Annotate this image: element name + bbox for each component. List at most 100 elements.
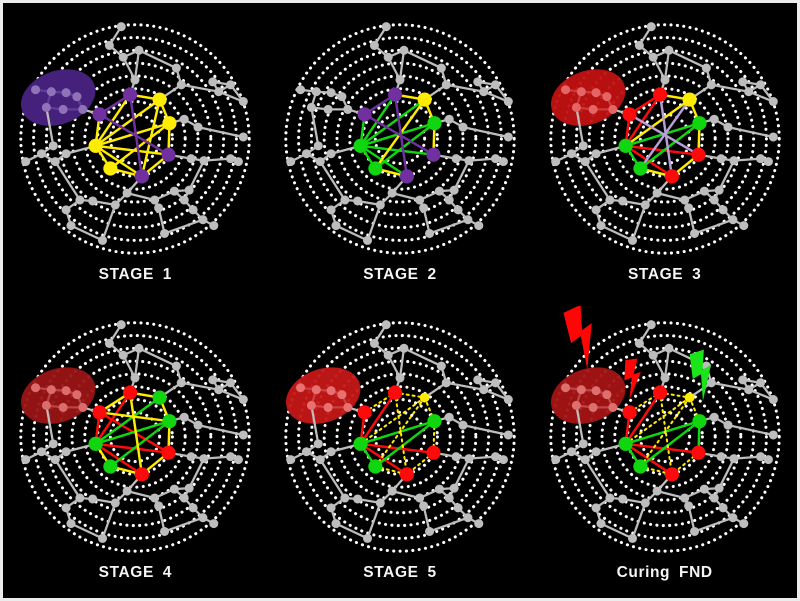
base-node <box>627 533 637 543</box>
cluster-node-tr <box>419 392 430 402</box>
base-edge <box>717 160 735 191</box>
cluster-node-bot <box>399 169 414 184</box>
base-node <box>111 497 121 507</box>
base-node <box>214 384 224 394</box>
base-node <box>199 453 209 463</box>
failure-region-ellipse <box>21 69 96 126</box>
base-node <box>323 402 333 412</box>
base-node <box>490 377 501 387</box>
base-edge <box>446 83 484 93</box>
base-edge <box>600 224 633 242</box>
base-node <box>664 343 674 353</box>
cluster-edge <box>374 419 436 467</box>
cluster-node-bl <box>632 161 648 176</box>
dotted-ring <box>83 87 188 191</box>
base-node <box>743 384 753 394</box>
base-edge <box>429 218 469 235</box>
cluster-edge <box>360 144 434 156</box>
base-node <box>326 385 336 395</box>
network-diagram <box>284 22 516 255</box>
base-node <box>51 157 61 167</box>
base-node <box>436 63 446 73</box>
base-node <box>607 104 618 114</box>
base-node <box>399 45 409 55</box>
base-node <box>88 196 98 206</box>
cluster-node-hub <box>88 436 104 451</box>
dotted-ring <box>612 87 717 191</box>
base-node <box>98 235 108 245</box>
base-node <box>634 338 644 348</box>
cluster-edge <box>129 391 144 475</box>
base-node <box>47 87 57 97</box>
base-node <box>326 502 336 512</box>
base-node <box>226 377 236 387</box>
base-node <box>42 400 52 410</box>
base-node <box>646 22 656 32</box>
base-node <box>718 205 728 215</box>
base-node <box>591 446 601 456</box>
dotted-ring <box>32 36 239 242</box>
base-node <box>474 518 484 528</box>
stage-label: STAGE 4 <box>98 563 173 581</box>
cluster-edge <box>658 391 673 475</box>
base-edge <box>631 204 647 241</box>
base-node <box>130 372 140 382</box>
base-node <box>415 492 425 503</box>
base-node <box>184 483 195 493</box>
base-node <box>209 221 219 231</box>
base-node <box>591 149 601 159</box>
cluster-edge <box>625 144 699 156</box>
dotted-ring <box>70 74 200 204</box>
base-node <box>580 157 590 167</box>
base-edge <box>366 204 382 241</box>
base-node <box>728 215 738 225</box>
base-edge <box>127 489 156 499</box>
base-edge <box>45 107 55 147</box>
base-node <box>311 87 321 97</box>
cluster-node-left <box>622 404 637 419</box>
panel-stage-4: STAGE 4 <box>3 301 268 599</box>
base-edge <box>164 218 204 235</box>
base-node <box>634 40 644 50</box>
base-node <box>61 205 71 215</box>
base-edge <box>727 126 774 139</box>
base-node <box>362 235 373 245</box>
base-node <box>652 486 662 496</box>
base-node <box>503 394 513 404</box>
base-edge <box>663 347 670 378</box>
base-node <box>61 385 71 395</box>
base-node <box>706 377 716 387</box>
base-node <box>193 122 203 132</box>
base-node <box>375 497 385 507</box>
base-node <box>88 493 98 504</box>
base-edge <box>127 192 156 202</box>
dotted-ring <box>109 112 162 166</box>
base-node <box>208 77 218 87</box>
base-node <box>180 412 190 422</box>
base-node <box>490 451 501 461</box>
network-diagram <box>548 22 781 255</box>
failure-region-ellipse <box>550 366 626 424</box>
base-edge <box>198 423 244 436</box>
base-node <box>49 438 59 448</box>
base-node <box>150 195 160 205</box>
base-node <box>451 154 461 164</box>
dotted-ring <box>600 371 730 501</box>
cluster-edge <box>359 98 426 147</box>
figure-grid: STAGE 1 STAGE 2 STAGE 3 STAGE 4 STAGE 5 … <box>3 3 797 598</box>
base-edge <box>366 502 382 539</box>
base-node <box>340 492 350 503</box>
cluster-node-top <box>387 385 403 400</box>
base-node <box>449 483 459 493</box>
base-node <box>58 402 68 412</box>
cluster-node-rl <box>691 147 706 162</box>
base-node <box>154 203 164 213</box>
base-node <box>286 454 296 464</box>
base-node <box>296 85 306 95</box>
base-node <box>728 512 738 522</box>
cluster-edge <box>624 93 661 147</box>
base-node <box>763 454 773 464</box>
cluster-node-right <box>162 116 177 131</box>
base-node <box>369 338 379 348</box>
base-node <box>331 221 341 231</box>
